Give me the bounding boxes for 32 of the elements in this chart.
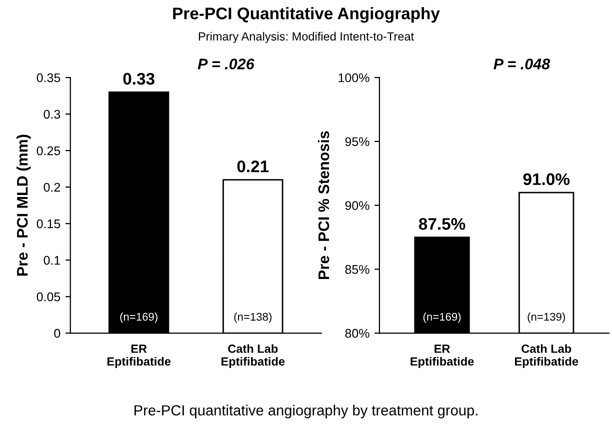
annotation: (n=138) [234,312,272,323]
text: P = .026 [198,58,254,70]
data-label: 91.0% [523,173,570,186]
data-label: 87.5% [418,218,466,230]
y-tick-label: 0.05 [36,292,60,302]
annotation: (n=169) [423,312,461,323]
y-tick-label: 0.15 [36,219,60,228]
annotation: (n=169) [120,312,158,323]
data-label: 0.33 [123,72,154,85]
y-tick-label: 0.1 [44,256,60,265]
y-tick-label: 0.25 [36,146,60,156]
y-tick-label: 100% [338,73,370,82]
y-tick-label: 95% [345,137,370,146]
x-tick-label: ER Eptifibatide [107,344,171,368]
chart-subtitle: Primary Analysis: Modified Intent-to-Treat [198,32,414,43]
y-axis-title: Pre - PCI MLD (mm) [16,134,31,276]
x-tick-label: ER Eptifibatide [410,344,474,368]
y-tick-label: 0.35 [36,73,60,82]
y-tick-label: 80% [345,328,370,338]
annotation: (n=139) [528,312,565,323]
chart-title: Pre-PCI Quantitative Angiography [173,7,440,23]
y-tick-label: 0.3 [44,110,60,119]
y-tick-label: 85% [345,265,370,274]
text: P = .048 [494,58,550,70]
x-tick-label: Cath Lab Eptifibatide [515,344,578,368]
x-tick-label: Cath Lab Eptifibatide [222,344,285,368]
y-axis-title: Pre - PCI % Stenosis [318,131,330,280]
y-tick-label: 90% [345,201,370,210]
data-label: 0.21 [237,160,269,172]
y-tick-label: 0 [54,328,60,338]
y-tick-label: 0.2 [44,182,60,192]
text: Pre-PCI quantitative angiography by treatment group. [134,404,478,418]
